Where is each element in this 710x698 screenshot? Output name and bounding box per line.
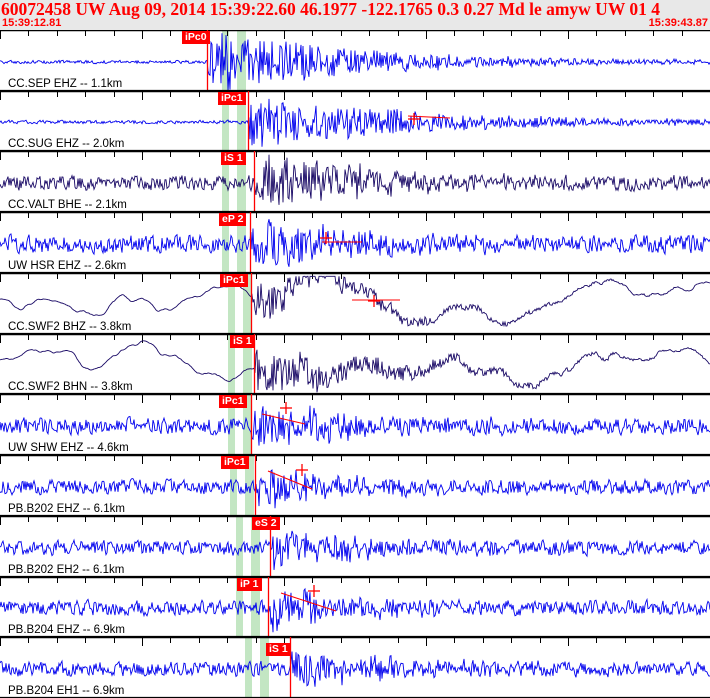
phase-pick-flag[interactable]: iPc0 [182, 31, 210, 44]
phase-pick-flag[interactable]: iPc1 [219, 395, 247, 408]
trace-row[interactable]: eP 2 UW HSR EHZ -- 2.6km [0, 212, 710, 273]
trace-canvas [0, 577, 710, 637]
trace-canvas [0, 455, 710, 516]
window-end-time: 15:39:43.87 [648, 17, 708, 29]
analysis-window-band [243, 273, 252, 334]
waveform-path [0, 530, 710, 570]
station-channel-label: CC.SEP EHZ -- 1.1km [8, 78, 123, 90]
trace-row[interactable]: iPc1 UW SHW EHZ -- 4.6km [0, 394, 710, 455]
station-channel-label: UW HSR EHZ -- 2.6km [8, 260, 127, 272]
station-channel-label: UW SHW EHZ -- 4.6km [8, 442, 129, 454]
trace-row[interactable]: iS 1 PB.B204 EH1 -- 6.9km [0, 637, 710, 698]
trace-row[interactable]: iS 1 CC.VALT BHE -- 2.1km [0, 151, 710, 212]
trace-canvas [0, 334, 710, 394]
coda-duration-line [261, 413, 306, 425]
trace-row[interactable]: iPc1 CC.SUG EHZ -- 2.0km [0, 91, 710, 151]
analysis-window-band [228, 273, 235, 334]
trace-canvas [0, 394, 710, 455]
station-channel-label: PB.B204 EH1 -- 6.9km [8, 685, 125, 697]
waveform-path [0, 154, 710, 205]
trace-row[interactable]: iS 1 CC.SWF2 BHN -- 3.8km [0, 334, 710, 394]
event-title: 60072458 UW Aug 09, 2014 15:39:22.60 46.… [1, 0, 661, 19]
trace-canvas [0, 91, 710, 151]
trace-row[interactable]: iPc1 PB.B202 EHZ -- 6.1km [0, 455, 710, 516]
waveform-path [0, 219, 710, 267]
waveform-path [0, 651, 710, 687]
station-channel-label: PB.B202 EHZ -- 6.1km [8, 503, 125, 515]
trace-row[interactable]: iPc1 CC.SWF2 BHZ -- 3.8km [0, 273, 710, 334]
analysis-window-band [245, 455, 254, 516]
analysis-window-band [237, 91, 246, 151]
station-channel-label: CC.VALT BHE -- 2.1km [8, 199, 127, 211]
waveform-path [0, 587, 710, 633]
analysis-window-band [237, 212, 246, 273]
phase-pick-flag[interactable]: eS 2 [252, 517, 280, 530]
phase-pick-flag[interactable]: iS 1 [266, 643, 291, 656]
waveform-path [0, 469, 710, 509]
phase-pick-flag[interactable]: iS 1 [230, 335, 255, 348]
station-channel-label: PB.B202 EH2 -- 6.1km [8, 564, 125, 576]
phase-pick-flag[interactable]: eP 2 [219, 213, 247, 226]
analysis-window-band [228, 334, 235, 394]
header-bar: 60072458 UW Aug 09, 2014 15:39:22.60 46.… [0, 0, 710, 30]
waveform-path [0, 98, 710, 147]
analysis-window-band [243, 334, 252, 394]
analysis-window-band [236, 577, 243, 637]
waveform-path [0, 340, 710, 393]
coda-duration-line [407, 115, 451, 119]
phase-pick-flag[interactable]: iPc1 [218, 92, 246, 105]
trace-row[interactable]: iP 1 PB.B204 EHZ -- 6.9km [0, 577, 710, 637]
waveform-path [0, 33, 710, 91]
trace-canvas [0, 273, 710, 334]
waveform-path [0, 275, 710, 328]
coda-duration-line [267, 470, 313, 490]
analysis-window-band [222, 91, 229, 151]
station-channel-label: CC.SUG EHZ -- 2.0km [8, 138, 125, 150]
analysis-window-band [222, 212, 229, 273]
window-start-time: 15:39:12.81 [2, 17, 62, 29]
station-channel-label: CC.SWF2 BHZ -- 3.8km [8, 321, 132, 333]
phase-pick-flag[interactable]: iP 1 [237, 578, 262, 591]
coda-duration-line [280, 592, 337, 612]
trace-row[interactable]: eS 2 PB.B202 EH2 -- 6.1km [0, 516, 710, 577]
trace-canvas [0, 30, 710, 91]
phase-pick-flag[interactable]: iPc1 [220, 274, 248, 287]
trace-canvas [0, 516, 710, 577]
waveform-path [0, 405, 710, 446]
phase-pick-flag[interactable]: iPc1 [221, 456, 249, 469]
trace-canvas [0, 151, 710, 212]
trace-row[interactable]: iPc0 CC.SEP EHZ -- 1.1km [0, 30, 710, 91]
station-channel-label: PB.B204 EHZ -- 6.9km [8, 624, 125, 636]
trace-canvas [0, 212, 710, 273]
trace-stack: iPc0 CC.SEP EHZ -- 1.1km iPc1 CC.SUG EHZ --… [0, 30, 710, 698]
phase-pick-flag[interactable]: iS 1 [221, 152, 246, 165]
trace-canvas [0, 637, 710, 698]
analysis-window-band [236, 516, 243, 577]
station-channel-label: CC.SWF2 BHN -- 3.8km [8, 381, 133, 393]
